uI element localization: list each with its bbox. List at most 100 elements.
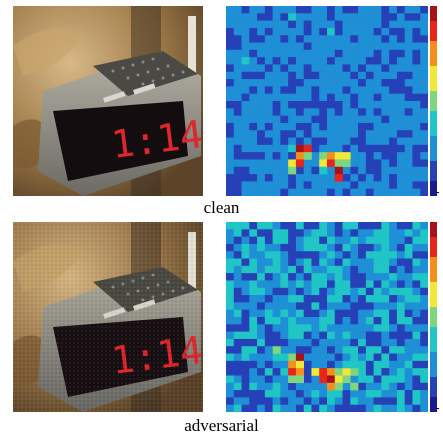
clean-heatmap-cell — [288, 79, 297, 87]
adversarial-heatmap-hotspot — [319, 368, 328, 376]
adversarial-heatmap-cell — [420, 375, 428, 384]
clean-heatmap-cell — [311, 174, 320, 182]
adversarial-heatmap-cell — [412, 251, 421, 259]
adversarial-heatmap-cell — [311, 229, 320, 237]
clean-heatmap-cell — [381, 152, 390, 160]
adversarial-heatmap-cell — [272, 251, 281, 259]
clean-heatmap-cell — [257, 144, 266, 153]
clean-heatmap-cell — [226, 6, 235, 14]
adversarial-heatmap-cell — [233, 397, 242, 405]
adversarial-heatmap-cell — [233, 229, 242, 237]
clean-heatmap-cell — [334, 122, 343, 131]
clean-heatmap-cell — [311, 57, 320, 65]
clean-heatmap-cell — [327, 174, 336, 182]
clean-heatmap-cell — [342, 166, 351, 175]
adversarial-heatmap-cell — [420, 382, 428, 391]
adversarial-heatmap-cell — [358, 404, 367, 412]
clean-heatmap-cell — [280, 20, 289, 29]
adversarial-heatmap-cell — [358, 258, 367, 267]
clean-heatmap-cell — [412, 115, 421, 124]
clean-heatmap-cell — [311, 13, 320, 21]
clean-heatmap-cell — [257, 181, 266, 189]
clean-heatmap-cell — [249, 166, 258, 175]
adversarial-heatmap-cell — [358, 390, 367, 398]
clean-heatmap-hotspot — [327, 159, 336, 168]
clean-heatmap-cell — [381, 64, 390, 73]
clean-heatmap-cell — [241, 144, 250, 153]
clean-heatmap-cell — [396, 130, 405, 138]
adversarial-heatmap-cell — [342, 258, 351, 267]
clean-heatmap-cell — [342, 181, 351, 189]
adversarial-heatmap-cell — [358, 368, 367, 376]
clean-heatmap-cell — [303, 35, 312, 43]
adversarial-heatmap-cell — [249, 273, 258, 281]
adversarial-heatmap-cell — [241, 302, 250, 310]
clean-colorbar-segment — [430, 21, 437, 27]
clean-heatmap-cell — [396, 35, 405, 43]
clean-heatmap-cell — [241, 152, 250, 160]
adversarial-heatmap-cell — [303, 331, 312, 340]
adversarial-heatmap-cell — [303, 280, 312, 289]
clean-heatmap-cell — [280, 159, 289, 168]
adversarial-heatmap-cell — [241, 353, 250, 362]
adversarial-heatmap-cell — [319, 229, 328, 237]
clean-heatmap-cell — [350, 166, 359, 175]
adversarial-heatmap-cell — [404, 229, 413, 237]
adversarial-heatmap-cell — [365, 360, 374, 369]
adversarial-heatmap-cell — [311, 258, 320, 267]
clean-heatmap-cell — [404, 93, 413, 102]
clean-heatmap-cell — [373, 27, 382, 36]
clean-heatmap-cell — [319, 144, 328, 153]
clean-heatmap-cell — [226, 13, 235, 21]
clean-heatmap-cell — [389, 71, 398, 80]
clean-heatmap-cell — [334, 137, 343, 146]
adversarial-heatmap-cell — [396, 265, 405, 274]
clean-colorbar-segment — [430, 176, 437, 182]
clean-heatmap-cell — [420, 115, 428, 124]
adversarial-heatmap-cell — [226, 397, 235, 405]
adversarial-heatmap-cell — [264, 390, 273, 398]
adversarial-heatmap-cell — [373, 309, 382, 318]
adversarial-heatmap-cell — [319, 236, 328, 245]
clean-heatmap-cell — [396, 108, 405, 116]
adversarial-heatmap-cell — [334, 353, 343, 362]
clean-heatmap-cell — [272, 57, 281, 65]
clean-heatmap-cell — [327, 6, 336, 14]
clean-heatmap-cell — [272, 152, 281, 160]
clean-heatmap-cell — [389, 64, 398, 73]
clean-heatmap-cell — [389, 144, 398, 153]
adversarial-heatmap-cell — [303, 368, 312, 376]
adversarial-heatmap-cell — [272, 368, 281, 376]
adversarial-heatmap-cell — [389, 397, 398, 405]
adversarial-heatmap-cell — [389, 360, 398, 369]
adversarial-heatmap-cell — [404, 368, 413, 376]
adversarial-heatmap-cell — [365, 222, 374, 230]
adversarial-heatmap-cell — [396, 324, 405, 332]
adversarial-heatmap-cell — [358, 302, 367, 310]
adversarial-heatmap-cell — [412, 317, 421, 325]
adversarial-heatmap-cell — [257, 353, 266, 362]
clean-heatmap-cell — [396, 122, 405, 131]
clean-heatmap-cell — [257, 64, 266, 73]
clean-heatmap-cell — [404, 181, 413, 189]
clean-heatmap-cell — [295, 93, 304, 102]
clean-heatmap-cell — [272, 79, 281, 87]
adversarial-heatmap-cell — [311, 236, 320, 245]
clean-heatmap-cell — [233, 122, 242, 131]
adversarial-heatmap-cell — [381, 397, 390, 405]
clean-heatmap-cell — [295, 42, 304, 51]
adversarial-heatmap-cell — [241, 331, 250, 340]
clean-colorbar-segment — [430, 11, 437, 17]
clean-heatmap-cell — [249, 144, 258, 153]
clean-heatmap-cell — [295, 108, 304, 116]
clean-colorbar-segment — [430, 71, 437, 77]
adversarial-heatmap-cell — [280, 273, 289, 281]
clean-heatmap-hotspot — [295, 144, 304, 153]
adversarial-heatmap-cell — [350, 236, 359, 245]
clean-colorbar-segment — [430, 41, 437, 47]
adversarial-heatmap-cell — [420, 229, 428, 237]
clean-heatmap-cell — [272, 42, 281, 51]
clean-heatmap-cell — [365, 20, 374, 29]
adversarial-heatmap-cell — [311, 360, 320, 369]
clean-heatmap-cell — [396, 42, 405, 51]
